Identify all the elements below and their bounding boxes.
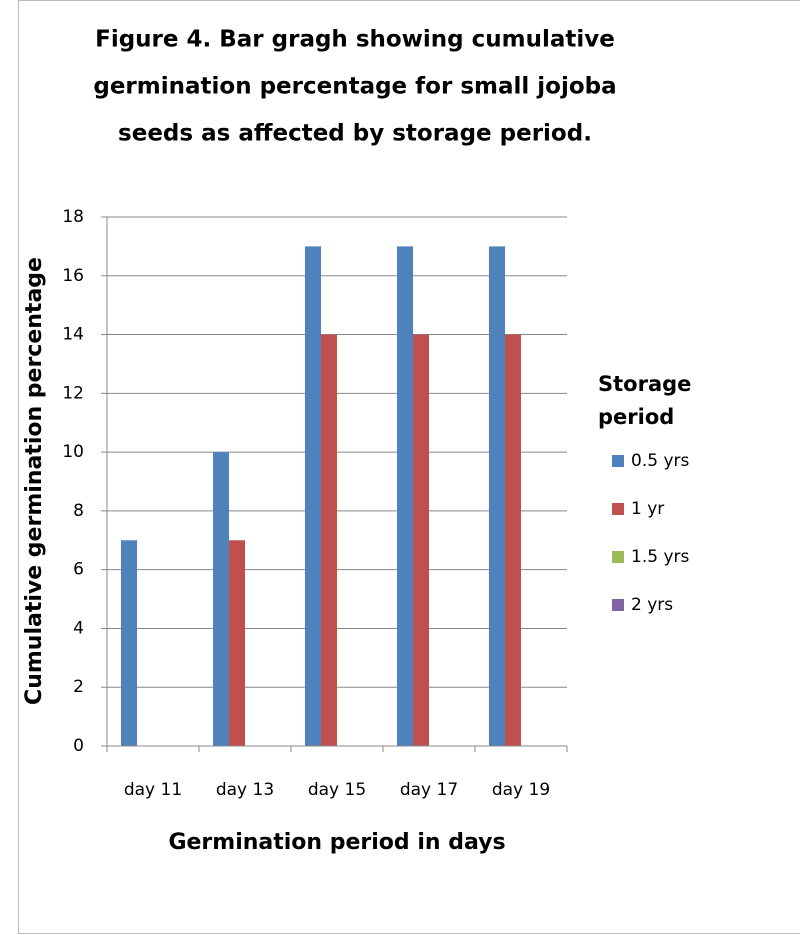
- chart-title: seeds as affected by storage period.: [118, 121, 592, 147]
- bar: [321, 334, 337, 746]
- bar: [213, 452, 229, 746]
- legend-label: 2 yrs: [631, 595, 673, 615]
- y-axis-label: Cumulative germination percentage: [22, 257, 47, 705]
- y-tick-label: 14: [62, 325, 84, 345]
- x-tick-label: day 11: [124, 780, 182, 800]
- legend-label: 0.5 yrs: [631, 451, 689, 471]
- y-tick-label: 18: [62, 207, 84, 227]
- y-tick-label: 2: [73, 677, 84, 697]
- bar: [121, 540, 137, 746]
- bar: [305, 246, 321, 746]
- y-tick-label: 6: [73, 560, 84, 580]
- bar: [489, 246, 505, 746]
- chart-title: Figure 4. Bar gragh showing cumulative: [95, 27, 615, 53]
- legend-label: 1.5 yrs: [631, 547, 689, 567]
- y-tick-label: 0: [73, 736, 84, 756]
- chart-title: germination percentage for small jojoba: [93, 74, 616, 100]
- x-tick-label: day 19: [492, 780, 550, 800]
- x-tick-label: day 15: [308, 780, 366, 800]
- legend-swatch: [612, 599, 624, 611]
- bar: [413, 334, 429, 746]
- y-tick-label: 12: [62, 383, 84, 403]
- x-tick-label: day 17: [400, 780, 458, 800]
- y-tick-label: 10: [62, 442, 84, 462]
- legend-swatch: [612, 503, 624, 515]
- x-axis-label: Germination period in days: [168, 830, 505, 855]
- bar: [229, 540, 245, 746]
- y-tick-label: 4: [73, 618, 84, 638]
- legend-title: period: [598, 405, 674, 429]
- bar: [397, 246, 413, 746]
- legend-title: Storage: [598, 372, 691, 396]
- legend-swatch: [612, 551, 624, 563]
- legend-swatch: [612, 455, 624, 467]
- legend-label: 1 yr: [631, 499, 664, 519]
- x-tick-label: day 13: [216, 780, 274, 800]
- y-tick-label: 16: [62, 266, 84, 286]
- y-tick-label: 8: [73, 501, 84, 521]
- bar: [505, 334, 521, 746]
